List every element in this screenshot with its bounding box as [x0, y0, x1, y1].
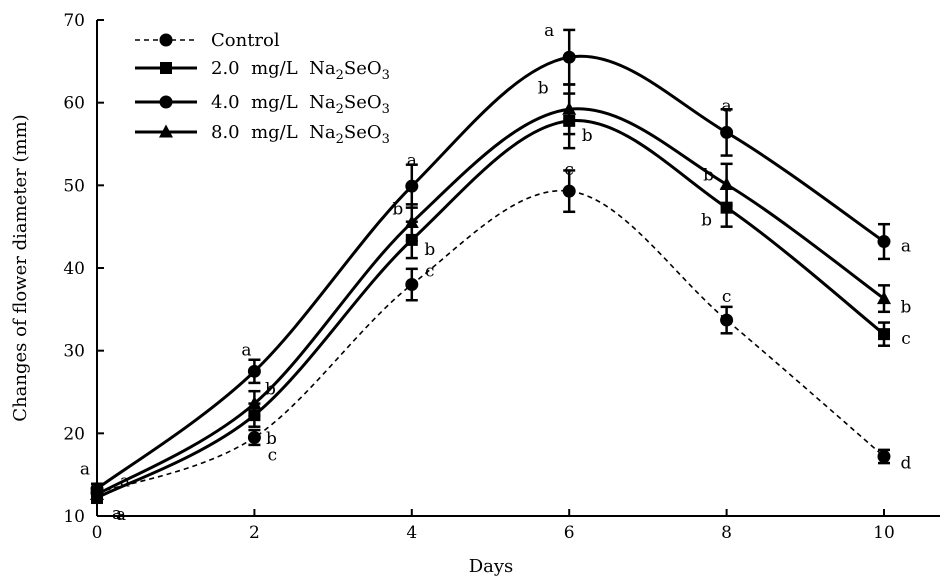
- significance-letter: a: [722, 96, 732, 116]
- x-tick-label: 8: [721, 523, 732, 543]
- significance-letter: b: [538, 78, 549, 98]
- legend-chem-tail: SeO: [344, 92, 382, 113]
- legend-chem-base: Na: [309, 122, 336, 143]
- significance-letter: c: [425, 262, 435, 282]
- series-line-3: [96, 107, 885, 496]
- data-point-circle: [405, 179, 419, 193]
- x-tick-label: 6: [564, 523, 575, 543]
- legend-marker-triangle: [159, 124, 173, 138]
- data-point-triangle: [562, 101, 577, 115]
- data-point-triangle: [877, 291, 891, 305]
- legend-label: 2.0 mg/L Na2SeO3: [211, 58, 390, 83]
- y-tick-label: 70: [63, 11, 85, 31]
- significance-letter: b: [701, 211, 712, 231]
- series-line-1: [96, 119, 885, 500]
- legend-item-2: 4.0 mg/L Na2SeO3: [135, 92, 390, 117]
- data-point-circle: [247, 364, 261, 378]
- data-markers: [90, 50, 891, 504]
- data-point-triangle: [247, 396, 262, 410]
- axes: 10 20 30 40 50 60 70 0 2 4 6 8 10: [63, 11, 940, 543]
- legend-chem-sub2: 3: [382, 132, 390, 147]
- significance-letter: a: [116, 505, 126, 525]
- series-line-0: [96, 189, 885, 494]
- data-point-triangle: [404, 215, 419, 229]
- y-tick-label: 10: [63, 507, 85, 527]
- significance-letter: c: [564, 160, 574, 180]
- significance-letter: a: [112, 504, 122, 524]
- legend-chem-sub: 2: [336, 132, 344, 147]
- series-lines: [96, 54, 885, 500]
- data-point-circle: [720, 125, 734, 139]
- data-point-square: [405, 233, 418, 246]
- data-point-circle: [562, 184, 576, 198]
- legend-chem-tail: SeO: [344, 122, 382, 143]
- significance-letter: a: [80, 460, 90, 480]
- legend-item-3: 8.0 mg/L Na2SeO3: [135, 122, 390, 147]
- legend-label: Control: [211, 30, 280, 51]
- significance-letter: b: [392, 200, 403, 220]
- legend-chem-sub2: 3: [382, 68, 390, 83]
- significance-letter: a: [544, 21, 554, 41]
- data-point-triangle: [719, 177, 734, 191]
- significance-letter: a: [241, 340, 251, 360]
- significance-letter: c: [901, 329, 911, 349]
- legend-label: 8.0 mg/L Na2SeO3: [211, 122, 390, 147]
- data-point-circle: [877, 235, 891, 249]
- legend-chem-tail: SeO: [344, 58, 382, 79]
- legend-chem-base: Na: [309, 58, 336, 79]
- data-point-circle: [405, 278, 419, 292]
- legend-chem-base: Na: [309, 92, 336, 113]
- legend-chem-sub2: 3: [382, 102, 390, 117]
- significance-letter: b: [901, 298, 912, 318]
- data-point-circle: [562, 50, 576, 64]
- data-point-square: [563, 114, 576, 127]
- y-tick-label: 30: [63, 342, 85, 362]
- data-point-square: [720, 201, 733, 214]
- legend-prefix: 4.0 mg/L: [211, 92, 309, 113]
- significance-letter: c: [722, 287, 732, 307]
- legend-marker-circle: [159, 33, 173, 47]
- legend-item-1: 2.0 mg/L Na2SeO3: [135, 58, 390, 83]
- significance-letter: b: [582, 126, 593, 146]
- data-point-circle: [877, 449, 891, 463]
- legend-prefix: 2.0 mg/L: [211, 58, 309, 79]
- data-point-circle: [247, 430, 261, 444]
- significance-letter: b: [424, 240, 435, 260]
- y-tick-label: 40: [63, 259, 85, 279]
- x-tick-label: 2: [249, 523, 260, 543]
- significance-letter: c: [268, 445, 278, 465]
- data-point-triangle: [90, 487, 104, 501]
- significance-letter: d: [901, 453, 912, 473]
- data-point-square: [878, 328, 890, 341]
- y-tick-label: 20: [63, 424, 85, 444]
- y-tick-label: 60: [63, 94, 85, 114]
- significance-letter: b: [703, 166, 714, 186]
- y-axis-title: Changes of flower diameter (mm): [10, 114, 31, 421]
- series-line-2: [96, 54, 885, 490]
- legend-label: 4.0 mg/L Na2SeO3: [211, 92, 390, 117]
- y-tick-label: 50: [63, 176, 85, 196]
- legend-marker-circle: [159, 95, 173, 109]
- legend-chem-sub: 2: [336, 68, 344, 83]
- legend-prefix: 8.0 mg/L: [211, 122, 309, 143]
- legend-item-0: Control: [135, 30, 280, 51]
- x-tick-label: 0: [92, 523, 103, 543]
- significance-letter: a: [901, 237, 911, 257]
- x-axis-title: Days: [469, 556, 514, 577]
- significance-letter: b: [265, 380, 276, 400]
- significance-letter: b: [266, 429, 277, 449]
- x-tick-label: 4: [406, 523, 417, 543]
- x-tick-label: 10: [873, 523, 895, 543]
- legend-text: Control: [211, 30, 280, 51]
- legend-chem-sub: 2: [336, 102, 344, 117]
- data-point-circle: [720, 313, 734, 327]
- data-point-square: [248, 409, 261, 422]
- legend-marker-square: [160, 62, 172, 74]
- significance-letter: a: [407, 151, 417, 171]
- significance-letter: a: [120, 472, 130, 492]
